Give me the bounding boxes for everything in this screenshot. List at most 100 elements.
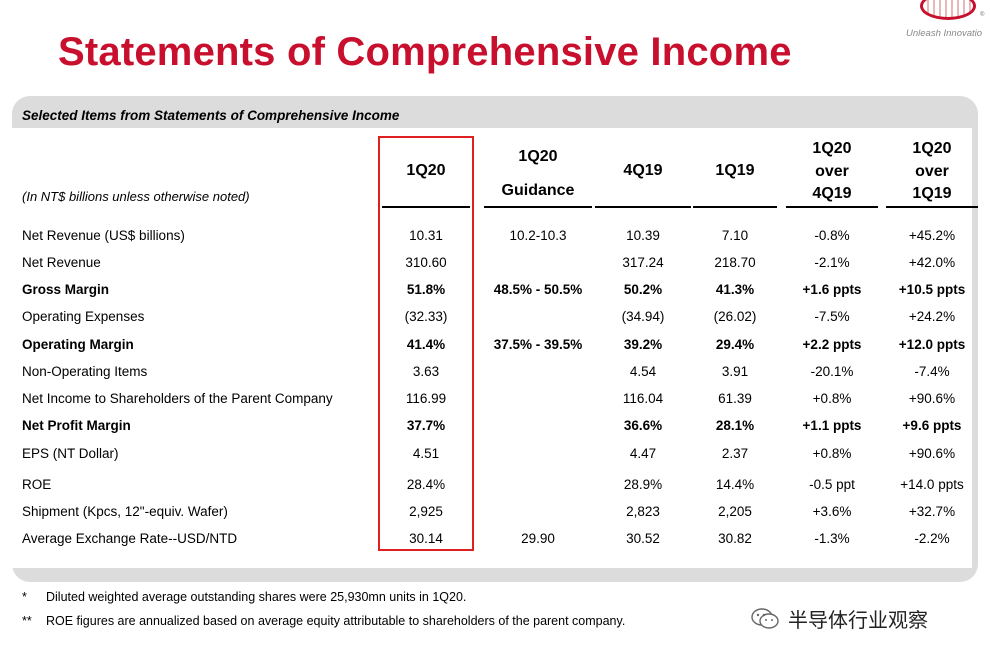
table-cell: (32.33) bbox=[404, 309, 448, 324]
table-cell: 2,823 bbox=[626, 504, 660, 519]
table-cell: -0.5 ppt bbox=[809, 477, 855, 492]
column-header-line: 4Q19 bbox=[812, 185, 852, 202]
column-header: 1Q20 over 1Q19 bbox=[872, 138, 990, 206]
column-underline bbox=[786, 206, 878, 208]
table-cell: 2,925 bbox=[409, 504, 443, 519]
table-cell: +42.0% bbox=[908, 255, 956, 270]
table-cell: (34.94) bbox=[621, 309, 665, 324]
table-cell: +1.1 ppts bbox=[802, 418, 862, 433]
table-cell: 37.5% - 39.5% bbox=[493, 337, 583, 352]
table-cell: 29.90 bbox=[521, 531, 555, 546]
units-note: (In NT$ billions unless otherwise noted) bbox=[22, 189, 250, 204]
table-cell: -1.3% bbox=[814, 531, 850, 546]
company-logo: ® bbox=[918, 0, 984, 24]
row-label: Non-Operating Items bbox=[22, 364, 148, 379]
table-cell: 3.63 bbox=[412, 364, 440, 379]
table-cell: 36.6% bbox=[623, 418, 663, 433]
table-cell: +10.5 ppts bbox=[898, 282, 966, 297]
column-header: 1Q20 over 4Q19 bbox=[772, 138, 892, 206]
column-underline bbox=[693, 206, 777, 208]
table-cell: 37.7% bbox=[406, 418, 446, 433]
table-cell: 14.4% bbox=[715, 477, 755, 492]
table-body bbox=[12, 128, 972, 568]
table-cell: 310.60 bbox=[405, 255, 447, 270]
table-cell: +0.8% bbox=[812, 446, 852, 461]
column-header-line: Guidance bbox=[501, 182, 575, 199]
column-underline bbox=[484, 206, 592, 208]
table-cell: 30.82 bbox=[718, 531, 752, 546]
table-cell: -7.5% bbox=[814, 309, 850, 324]
row-label: Net Revenue bbox=[22, 255, 101, 270]
column-header: 4Q19 bbox=[583, 160, 703, 183]
row-label: Operating Expenses bbox=[22, 309, 145, 324]
table-cell: 41.4% bbox=[406, 337, 446, 352]
column-underline bbox=[595, 206, 691, 208]
footnote-text: Diluted weighted average outstanding sha… bbox=[46, 590, 467, 604]
table-cell: 116.99 bbox=[405, 391, 447, 406]
table-cell: 116.04 bbox=[622, 391, 664, 406]
table-cell: +9.6 ppts bbox=[902, 418, 962, 433]
table-cell: +24.2% bbox=[908, 309, 956, 324]
table-cell: 28.4% bbox=[406, 477, 446, 492]
table-cell: +32.7% bbox=[908, 504, 956, 519]
column-header-line: 1Q19 bbox=[912, 185, 952, 202]
table-cell: 218.70 bbox=[714, 255, 756, 270]
table-cell: +14.0 ppts bbox=[900, 477, 964, 492]
table-cell: -20.1% bbox=[810, 364, 854, 379]
table-cell: +1.6 ppts bbox=[802, 282, 862, 297]
table-cell: -0.8% bbox=[814, 228, 850, 243]
column-header: 1Q20 bbox=[366, 160, 486, 183]
table-cell: 10.2-10.3 bbox=[509, 228, 567, 243]
column-header-line: 1Q19 bbox=[715, 162, 755, 179]
table-cell: 4.54 bbox=[629, 364, 657, 379]
table-cell: +45.2% bbox=[908, 228, 956, 243]
table-cell: 50.2% bbox=[623, 282, 663, 297]
table-cell: 2.37 bbox=[721, 446, 749, 461]
table-cell: +12.0 ppts bbox=[898, 337, 966, 352]
row-label: Net Income to Shareholders of the Parent… bbox=[22, 391, 333, 406]
table-cell: +90.6% bbox=[908, 391, 956, 406]
table-cell: 39.2% bbox=[623, 337, 663, 352]
table-cell: 28.9% bbox=[623, 477, 663, 492]
section-title: Selected Items from Statements of Compre… bbox=[22, 108, 400, 123]
watermark-text: 半导体行业观察 bbox=[788, 610, 928, 632]
row-label: Average Exchange Rate--USD/NTD bbox=[22, 531, 238, 546]
column-underline bbox=[886, 206, 978, 208]
highlight-box-1q20 bbox=[378, 136, 474, 551]
table-cell: -7.4% bbox=[914, 364, 950, 379]
table-cell: 10.31 bbox=[409, 228, 443, 243]
table-cell: +3.6% bbox=[812, 504, 852, 519]
row-label: EPS (NT Dollar) bbox=[22, 446, 119, 461]
column-header-line: 1Q20 bbox=[518, 148, 558, 165]
table-cell: -2.2% bbox=[914, 531, 950, 546]
table-cell: 317.24 bbox=[622, 255, 664, 270]
table-cell: 61.39 bbox=[718, 391, 752, 406]
table-cell: (26.02) bbox=[713, 309, 757, 324]
table-cell: 4.47 bbox=[629, 446, 657, 461]
table-cell: 30.52 bbox=[626, 531, 660, 546]
row-label: ROE bbox=[22, 477, 52, 492]
table-cell: 28.1% bbox=[715, 418, 755, 433]
table-cell: 51.8% bbox=[406, 282, 446, 297]
page-title: Statements of Comprehensive Income bbox=[58, 30, 792, 74]
table-cell: +90.6% bbox=[908, 446, 956, 461]
column-underline bbox=[382, 206, 470, 208]
row-label: Net Revenue (US$ billions) bbox=[22, 228, 185, 243]
wechat-icon bbox=[751, 607, 779, 629]
footnote-mark: * bbox=[22, 590, 27, 604]
table-cell: 2,205 bbox=[718, 504, 752, 519]
column-header: 1Q20 Guidance bbox=[478, 140, 598, 208]
column-header-line: 1Q20 bbox=[912, 140, 952, 157]
table-cell: +2.2 ppts bbox=[802, 337, 862, 352]
table-cell: 29.4% bbox=[715, 337, 755, 352]
wechat-watermark: 半导体行业观察 bbox=[750, 604, 928, 633]
row-label: Operating Margin bbox=[22, 337, 134, 352]
column-header-line: 4Q19 bbox=[623, 162, 663, 179]
column-header-line: 1Q20 bbox=[812, 140, 852, 157]
table-cell: 41.3% bbox=[715, 282, 755, 297]
table-cell: 48.5% - 50.5% bbox=[493, 282, 583, 297]
table-cell: -2.1% bbox=[814, 255, 850, 270]
table-cell: 4.51 bbox=[412, 446, 440, 461]
row-label: Shipment (Kpcs, 12"-equiv. Wafer) bbox=[22, 504, 228, 519]
tagline: Unleash Innovatio bbox=[906, 28, 983, 39]
